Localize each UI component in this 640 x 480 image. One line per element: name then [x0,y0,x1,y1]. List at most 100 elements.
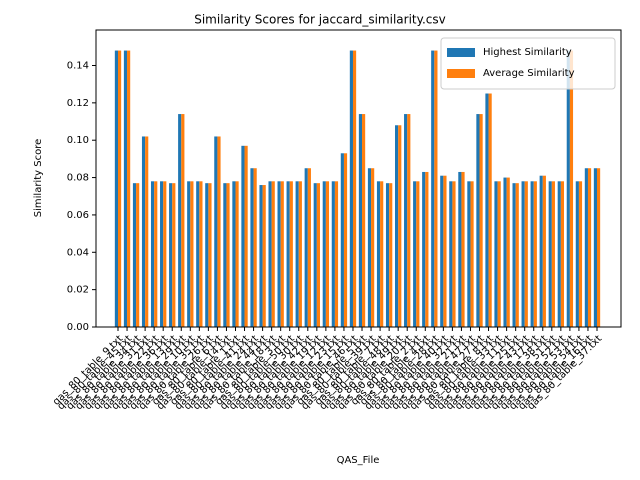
chart-title: Similarity Scores for jaccard_similarity… [194,13,446,27]
bar [569,50,574,327]
bar [494,181,498,327]
bar [434,50,438,327]
bar [485,93,489,328]
bar [349,50,353,327]
bar [178,114,182,327]
axes-frame [95,29,622,328]
bar [307,168,311,327]
legend-swatch [447,48,475,57]
bar [181,114,185,327]
y-tick-label: 0.04 [67,247,89,258]
bar [542,175,546,327]
bar [503,177,507,327]
bar [298,181,302,327]
y-tick-label: 0.08 [67,173,89,184]
bar [241,145,245,327]
bar [407,114,411,327]
bar [533,181,537,327]
bar [199,181,203,327]
bar [244,145,248,327]
bar [262,185,266,327]
bar [461,171,465,327]
bar [208,183,212,327]
bar [322,181,326,327]
bar [413,181,417,327]
bar [443,175,447,327]
bar [163,181,167,327]
bar [253,168,257,327]
bar [232,181,236,327]
bar [587,168,592,327]
bar [458,171,462,327]
x-axis-label: QAS_File [337,455,380,466]
y-tick-label: 0.12 [67,98,89,109]
bar [118,50,122,327]
bar [488,93,492,328]
bar [449,181,453,327]
bar [551,181,555,327]
bar [187,181,191,327]
bar [425,171,429,327]
bar [470,181,474,327]
y-tick-label: 0.06 [67,210,89,221]
bar [250,168,254,327]
bar [286,181,290,327]
bar [268,181,272,327]
bar [205,183,209,327]
bar [325,181,330,327]
bar [160,181,164,327]
bar [593,168,597,327]
bar [289,181,293,327]
bar [497,181,501,327]
bar [334,181,339,327]
bar [452,181,456,327]
bar [154,181,158,327]
bar [295,181,299,327]
bar [313,183,317,327]
bar [271,181,275,327]
bar [259,185,263,327]
y-tick-label: 0.10 [67,135,89,146]
bar [416,181,420,327]
bar [316,183,320,327]
bar [395,125,399,327]
bar [521,181,525,327]
bar [398,125,402,327]
y-axis-label: Similarity Score [33,139,44,217]
legend-swatch [447,69,475,78]
bar [530,181,534,327]
bar [422,171,426,327]
bar [467,181,471,327]
bar [150,181,155,327]
bar [280,181,284,327]
bar [524,181,528,327]
legend-label: Average Similarity [483,68,575,79]
bar [114,50,118,327]
bar [362,114,366,327]
bar [217,136,221,327]
bar [380,181,384,327]
bar [127,50,131,327]
bar [226,183,230,327]
bar [172,183,176,327]
bar [479,114,483,327]
bar [340,153,344,327]
bar [214,136,218,327]
bar [376,181,381,327]
bar [136,183,140,327]
bar [352,50,357,327]
y-tick-label: 0.00 [67,322,89,333]
bar [223,183,227,327]
bar [331,181,335,327]
y-tick-label: 0.14 [67,60,89,71]
bar [123,50,128,327]
bar [575,181,579,327]
bar [440,175,444,327]
bar [367,168,372,327]
bar [343,153,348,327]
bar [476,114,480,327]
bar [539,175,543,327]
bar [389,183,393,327]
bar [506,177,510,327]
